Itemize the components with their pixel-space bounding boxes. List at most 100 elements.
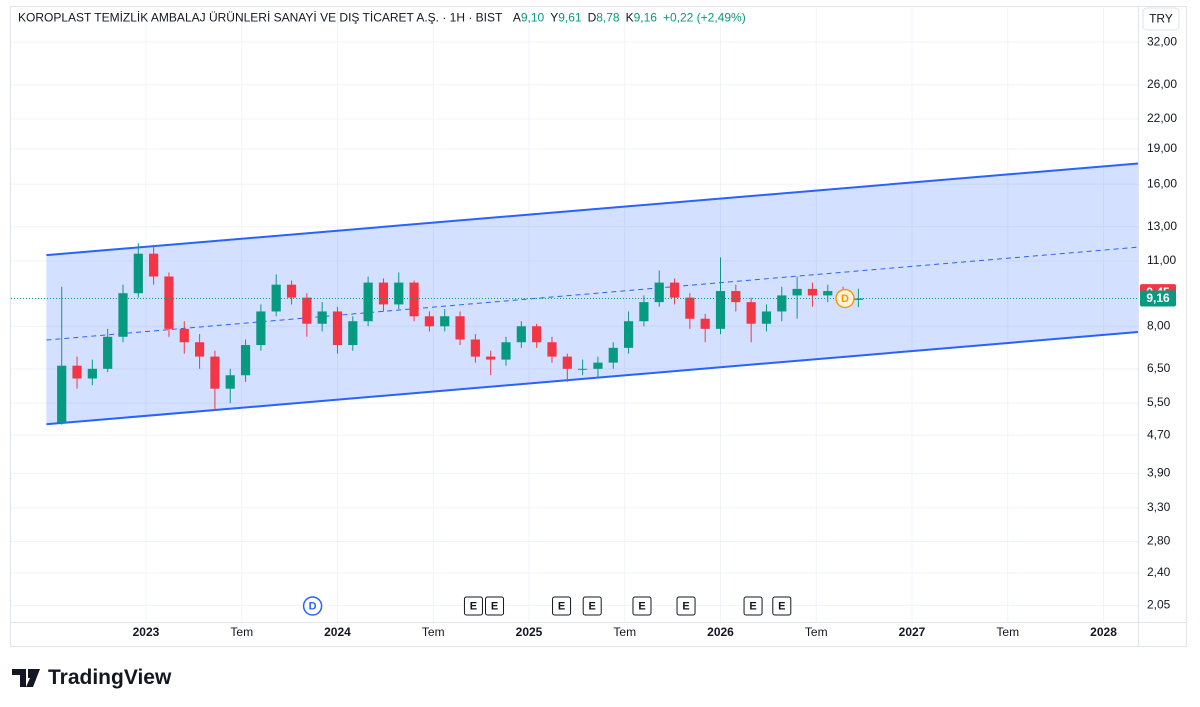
candle-body bbox=[394, 282, 404, 305]
candle-body bbox=[623, 321, 634, 348]
event-label: E bbox=[749, 600, 756, 612]
field-key: A bbox=[513, 11, 521, 25]
candle-body bbox=[578, 368, 588, 370]
candles bbox=[57, 243, 863, 425]
x-tick-label: 2028 bbox=[1090, 625, 1117, 639]
field-key: K bbox=[626, 11, 634, 25]
currency-box[interactable] bbox=[1142, 7, 1180, 31]
x-tick-label: Tem bbox=[805, 625, 828, 639]
candle-body bbox=[87, 368, 97, 379]
candle-body bbox=[302, 297, 312, 324]
candle-body bbox=[72, 365, 82, 379]
candle-body bbox=[317, 311, 327, 324]
y-tick-label: 4,70 bbox=[1147, 427, 1171, 441]
candle-body bbox=[547, 342, 557, 357]
candle-body bbox=[455, 316, 465, 340]
channel bbox=[46, 162, 1139, 426]
symbol: KOROPLAST TEMİZLİK AMBALAJ ÜRÜNLERİ SANA… bbox=[18, 11, 503, 25]
candle-body bbox=[470, 339, 480, 357]
y-tick-label: 16,00 bbox=[1147, 176, 1177, 190]
event-marker[interactable] bbox=[552, 596, 572, 616]
event-label: D bbox=[309, 600, 317, 612]
event-marker[interactable] bbox=[772, 596, 792, 616]
candle-body bbox=[516, 326, 526, 343]
event-marker[interactable] bbox=[582, 596, 602, 616]
field-value: 9,10 bbox=[521, 11, 545, 25]
candle-body bbox=[532, 326, 542, 343]
event-marker[interactable] bbox=[302, 596, 323, 616]
y-tick-label: 2,40 bbox=[1147, 565, 1171, 579]
event-label: E bbox=[682, 600, 689, 612]
event-marker[interactable] bbox=[632, 596, 652, 616]
event-marker[interactable] bbox=[676, 596, 696, 616]
candle-body bbox=[792, 288, 802, 296]
x-tick-label: Tem bbox=[613, 625, 636, 639]
y-tick-label: 32,00 bbox=[1147, 34, 1177, 48]
y-tick-label: 13,00 bbox=[1147, 219, 1177, 233]
price-label: 9,16 bbox=[1146, 291, 1170, 305]
y-tick-label: 5,50 bbox=[1147, 395, 1171, 409]
candle-body bbox=[118, 293, 128, 337]
event-marker[interactable] bbox=[485, 596, 505, 616]
brand[interactable]: TradingView bbox=[48, 666, 172, 689]
channel-fill bbox=[46, 163, 1139, 425]
y-tick-label: 3,30 bbox=[1147, 500, 1171, 514]
candle-body bbox=[271, 284, 281, 312]
x-tick-label: Tem bbox=[996, 625, 1019, 639]
header: KOROPLAST TEMİZLİK AMBALAJ ÜRÜNLERİ SANA… bbox=[18, 11, 746, 25]
candle-body bbox=[440, 316, 450, 327]
event-label: E bbox=[589, 600, 596, 612]
event-marker[interactable] bbox=[463, 596, 483, 616]
candle-body bbox=[853, 298, 863, 300]
y-tick-label: 3,90 bbox=[1147, 466, 1171, 480]
currency: TRY bbox=[1149, 12, 1173, 26]
logo: TradingView bbox=[12, 666, 172, 689]
event-label: E bbox=[470, 600, 477, 612]
candle-body bbox=[639, 302, 649, 322]
candle-body bbox=[179, 328, 189, 343]
y-tick-label: 19,00 bbox=[1147, 141, 1177, 155]
candle-body bbox=[240, 345, 251, 376]
candle-body bbox=[57, 365, 67, 423]
x-tick-label: 2024 bbox=[324, 625, 351, 639]
candle-body bbox=[823, 291, 833, 296]
price-label-box bbox=[1140, 290, 1176, 307]
event-label: E bbox=[491, 600, 498, 612]
candle-body bbox=[486, 356, 496, 360]
event-label: E bbox=[638, 600, 645, 612]
event-marker[interactable] bbox=[743, 596, 763, 616]
y-tick-label: 26,00 bbox=[1147, 77, 1177, 91]
candle-body bbox=[562, 356, 572, 369]
candle-body bbox=[378, 282, 389, 305]
y-tick-label: 11,00 bbox=[1147, 253, 1176, 267]
candle-body bbox=[746, 302, 756, 324]
event-label: D bbox=[841, 293, 849, 305]
x-tick-label: 2026 bbox=[707, 625, 734, 639]
candle-body bbox=[225, 375, 235, 389]
candle-body bbox=[501, 342, 511, 360]
field-value: 8,78 bbox=[596, 11, 620, 25]
y-tick-label: 8,00 bbox=[1147, 318, 1171, 332]
candle-body bbox=[194, 342, 205, 357]
candle-body bbox=[715, 291, 726, 329]
y-tick-label: 2,05 bbox=[1147, 598, 1171, 612]
y-tick-label: 22,00 bbox=[1147, 111, 1177, 125]
channel-upper bbox=[46, 162, 1139, 257]
y-tick-label: 6,50 bbox=[1147, 361, 1171, 375]
candle-body bbox=[700, 318, 710, 329]
event-marker[interactable] bbox=[835, 288, 855, 309]
candle-body bbox=[685, 297, 695, 319]
candle-body bbox=[669, 282, 680, 298]
candle-body bbox=[348, 321, 358, 346]
field-value: 9,16 bbox=[634, 11, 658, 25]
candle-body bbox=[731, 291, 741, 303]
change: +0,22 (+2,49%) bbox=[663, 11, 746, 25]
x-tick-label: 2023 bbox=[133, 625, 160, 639]
candle-body bbox=[103, 336, 113, 369]
candle-body bbox=[593, 362, 603, 369]
logo-icon bbox=[12, 669, 40, 687]
x-tick-label: Tem bbox=[422, 625, 445, 639]
candle-body bbox=[133, 253, 143, 294]
